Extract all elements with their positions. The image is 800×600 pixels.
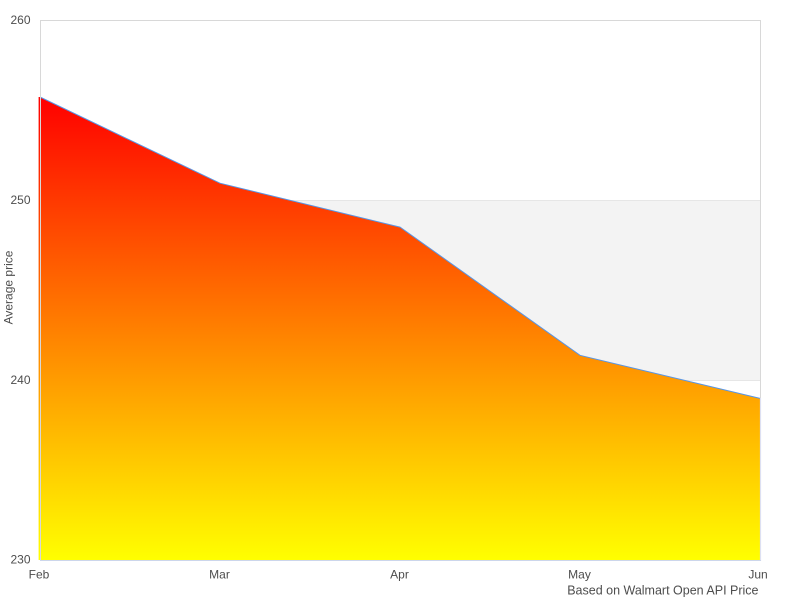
svg-text:Apr: Apr (390, 568, 409, 582)
svg-text:Jun: Jun (748, 568, 767, 582)
svg-text:May: May (568, 568, 591, 582)
svg-text:Average price: Average price (2, 250, 16, 324)
svg-text:Mar: Mar (209, 568, 230, 582)
svg-text:Based on Walmart Open API Pric: Based on Walmart Open API Price (567, 584, 758, 598)
svg-text:Feb: Feb (29, 568, 50, 582)
svg-text:260: 260 (10, 13, 30, 27)
svg-text:230: 230 (10, 553, 30, 567)
svg-text:240: 240 (10, 373, 30, 387)
svg-text:250: 250 (10, 193, 30, 207)
